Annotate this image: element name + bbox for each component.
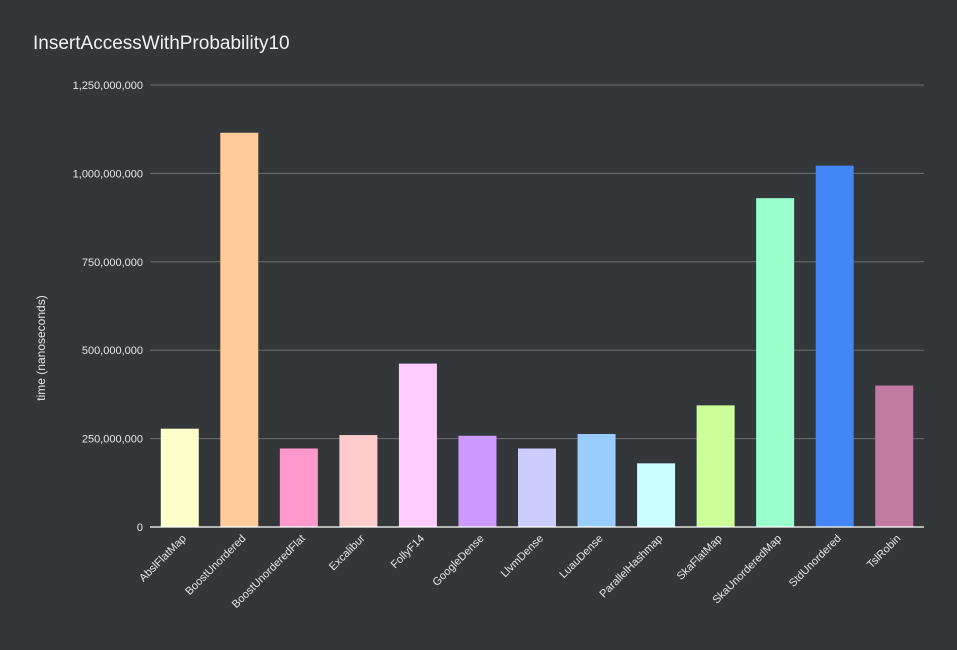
bar [339, 435, 378, 527]
y-tick-label: 1,000,000,000 [73, 168, 143, 180]
x-tick-label: LlvmDense [499, 533, 546, 580]
bar [458, 435, 497, 527]
x-tick-label: LuauDense [557, 533, 605, 581]
x-tick-label: GoogleDense [431, 533, 487, 589]
bar [279, 448, 318, 527]
x-tick-label: SkaFlatMap [675, 533, 725, 583]
x-tick-label: TslRobin [865, 533, 903, 571]
bar [815, 165, 854, 528]
bar [577, 434, 616, 527]
y-tick-label: 0 [137, 522, 143, 534]
x-tick-label: StdUnordered [787, 533, 844, 590]
bar [398, 363, 437, 527]
x-tick-label: FollyF14 [389, 533, 427, 571]
chart-title: InsertAccessWithProbability10 [33, 33, 290, 54]
bar [875, 385, 914, 527]
y-tick-label: 250,000,000 [82, 434, 143, 446]
x-tick-label: ParallelHashmap [597, 533, 665, 601]
bar [160, 428, 199, 527]
y-tick-label: 1,250,000,000 [73, 80, 143, 92]
y-tick-label: 500,000,000 [82, 345, 143, 357]
x-tick-label: Excalibur [327, 532, 368, 573]
x-tick-label: BoostUnordered [183, 533, 248, 598]
bar [220, 132, 259, 527]
bar [518, 448, 556, 527]
x-tick-label: AbslFlatMap [137, 533, 189, 585]
bar [637, 463, 676, 527]
bar [696, 405, 735, 527]
bar [756, 198, 795, 528]
y-tick-label: 750,000,000 [82, 257, 143, 269]
